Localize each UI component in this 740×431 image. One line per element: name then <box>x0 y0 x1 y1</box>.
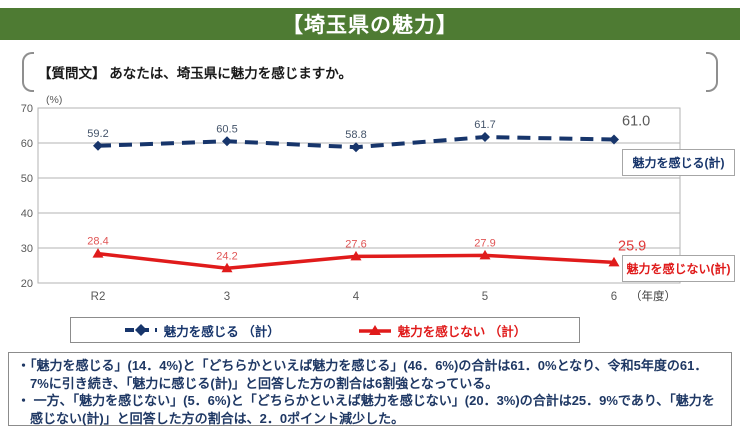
note-line: ・ 一方、「魅力を感じない」(5．6%)と「どちらかといえば魅力を感じない」(2… <box>17 393 715 426</box>
legend-item-feel: 魅力を感じる （計） <box>124 321 280 340</box>
legend-label-notfeel: 魅力を感じない （計） <box>397 324 527 339</box>
svg-text:20: 20 <box>21 278 33 290</box>
svg-text:59.2: 59.2 <box>87 128 108 140</box>
summary-notes-box: ・「魅力を感じる」(14．4%)と「どちらかといえば魅力を感じる」(46．6%)… <box>8 352 732 426</box>
svg-text:30: 30 <box>21 243 33 255</box>
question-text: 【質問文】 あなたは、埼玉県に魅力を感じますか。 <box>38 66 352 81</box>
svg-text:60.5: 60.5 <box>216 123 237 135</box>
svg-text:60: 60 <box>21 138 33 150</box>
svg-text:70: 70 <box>21 103 33 115</box>
x-axis-ticks: R2 3 4 5 6 （年度） <box>91 289 676 303</box>
series-label-feel: 魅力を感じる(計) <box>622 149 735 176</box>
chart-legend: 魅力を感じる （計） 魅力を感じない （計） <box>70 317 580 343</box>
bracket-left-decoration <box>22 52 34 92</box>
svg-text:6: 6 <box>611 291 617 303</box>
svg-text:58.8: 58.8 <box>345 129 366 141</box>
question-box: 【質問文】 あなたは、埼玉県に魅力を感じますか。 <box>22 52 718 92</box>
legend-marker-line-triangle-icon <box>358 325 391 335</box>
page-title: 【埼玉県の魅力】 <box>282 14 458 37</box>
svg-text:5: 5 <box>482 291 488 303</box>
series-0: 59.2 60.5 58.8 61.7 61.0 <box>87 114 650 153</box>
svg-text:25.9: 25.9 <box>618 238 646 254</box>
svg-text:R2: R2 <box>91 291 106 303</box>
series-label-notfeel-text: 魅力を感じない(計) <box>626 262 731 276</box>
svg-text:61.7: 61.7 <box>474 119 495 131</box>
legend-item-notfeel: 魅力を感じない （計） <box>358 321 526 340</box>
note-line: ・「魅力を感じる」(14．4%)と「どちらかといえば魅力を感じる」(46．6%)… <box>17 358 708 391</box>
svg-text:3: 3 <box>224 291 230 303</box>
series-label-notfeel: 魅力を感じない(計) <box>622 255 735 282</box>
svg-text:27.6: 27.6 <box>345 238 366 250</box>
legend-marker-dashed-diamond-icon <box>124 324 157 336</box>
svg-text:27.9: 27.9 <box>474 237 495 249</box>
series-1: 28.4 24.2 27.6 27.9 25.9 <box>87 236 646 273</box>
bracket-right-decoration <box>706 52 718 92</box>
svg-text:61.0: 61.0 <box>622 114 650 130</box>
svg-text:(%): (%) <box>46 94 62 106</box>
legend-label-feel: 魅力を感じる （計） <box>163 324 280 339</box>
plot-frame <box>37 107 681 284</box>
svg-text:（年度）: （年度） <box>630 289 676 303</box>
svg-text:40: 40 <box>21 208 33 220</box>
page-title-bar: 【埼玉県の魅力】 <box>0 8 740 40</box>
y-axis-ticks: 20 30 40 50 60 70 (%) <box>21 94 63 290</box>
line-chart: 20 30 40 50 60 70 (%) R2 3 4 5 6 （年度） 59.2 60.5 58.8 61.… <box>21 94 681 303</box>
svg-text:28.4: 28.4 <box>87 236 108 248</box>
svg-text:24.2: 24.2 <box>216 250 237 262</box>
svg-text:4: 4 <box>353 291 360 303</box>
svg-text:50: 50 <box>21 173 33 185</box>
series-label-feel-text: 魅力を感じる(計) <box>632 156 725 170</box>
